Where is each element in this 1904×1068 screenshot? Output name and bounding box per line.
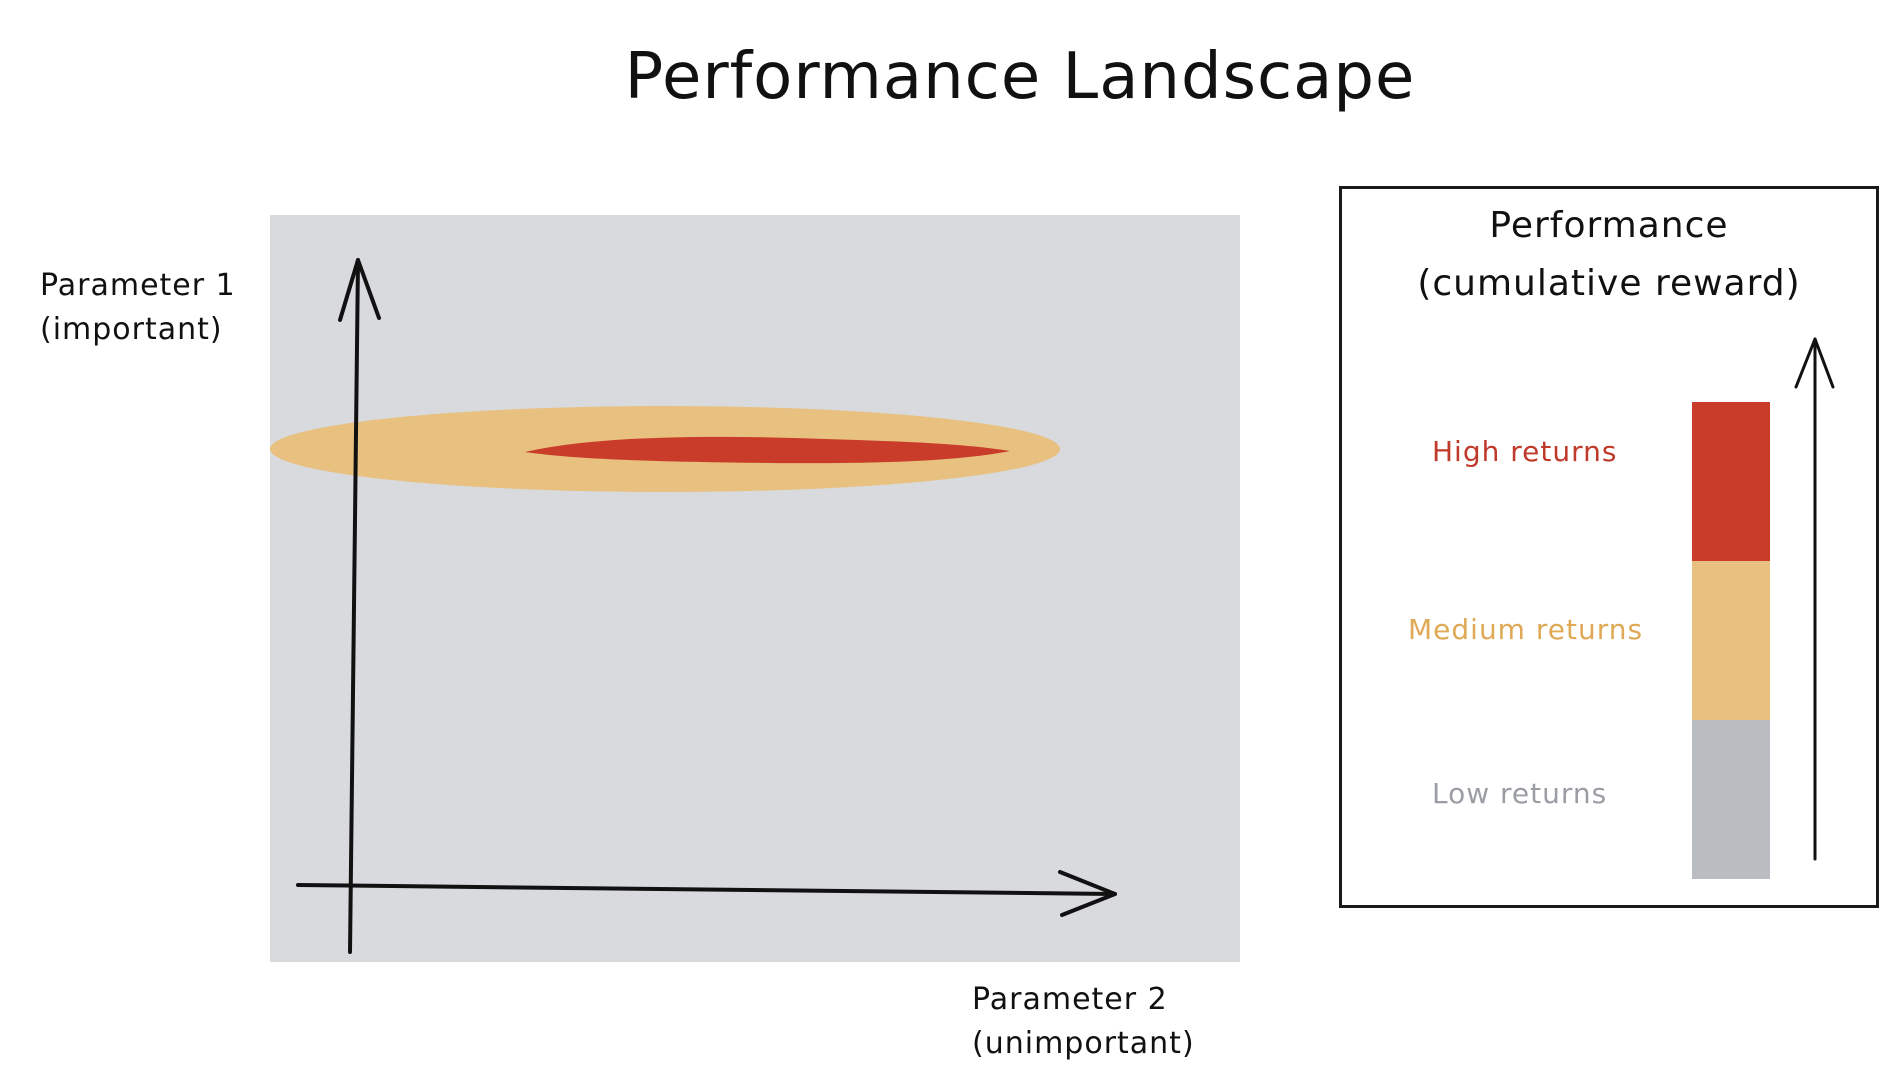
y-axis-label-line1: Parameter 1 [40, 268, 236, 303]
legend-arrow-svg [1794, 337, 1835, 861]
legend-label-low: Low returns [1432, 777, 1608, 810]
x-axis-arrowhead [1058, 870, 1117, 917]
x-axis-label-line1: Parameter 2 [972, 982, 1168, 1017]
high-returns-region [525, 436, 1010, 464]
landscape-svg [270, 258, 1117, 954]
legend-performance-arrow [1790, 329, 1840, 869]
legend-title-line2: (cumulative reward) [1417, 263, 1801, 304]
y-axis-line [348, 258, 360, 954]
x-axis-line [296, 883, 1117, 896]
legend-swatch-high [1692, 402, 1770, 561]
performance-legend: Performance (cumulative reward) High ret… [1339, 186, 1879, 908]
y-axis-arrowhead [338, 258, 381, 322]
x-axis-label: Parameter 2 (unimportant) [972, 978, 1195, 1066]
legend-label-high: High returns [1432, 435, 1618, 468]
legend-swatch-low [1692, 720, 1770, 879]
y-axis-label-line2: (important) [40, 312, 223, 347]
performance-landscape-plot [270, 215, 1240, 962]
legend-arrow-head [1794, 337, 1835, 389]
x-axis-label-line2: (unimportant) [972, 1026, 1195, 1061]
legend-title-line1: Performance [1489, 205, 1729, 246]
page-title: Performance Landscape [624, 40, 1416, 114]
legend-label-medium: Medium returns [1408, 613, 1644, 646]
legend-swatch-medium [1692, 561, 1770, 720]
legend-title: Performance (cumulative reward) [1342, 197, 1876, 313]
y-axis-label: Parameter 1 (important) [40, 264, 236, 352]
